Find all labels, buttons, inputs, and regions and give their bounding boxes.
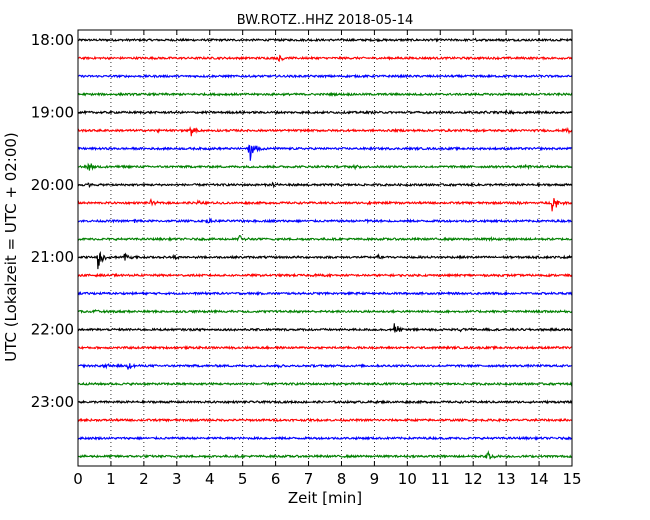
x-tick-label: 14	[530, 470, 549, 488]
y-tick-label: 22:00	[31, 321, 74, 339]
x-tick-label: 11	[431, 470, 450, 488]
x-tick-label: 7	[304, 470, 314, 488]
plot-frame	[77, 29, 573, 467]
trace-line	[77, 235, 573, 242]
trace-line	[77, 91, 573, 97]
trace-line	[77, 108, 573, 116]
chart-title: BW.ROTZ..HHZ 2018-05-14	[237, 13, 413, 28]
x-tick-label: 4	[205, 470, 215, 488]
grid-lines	[110, 30, 540, 466]
y-tick-label: 18:00	[31, 31, 74, 49]
x-tick-label: 6	[271, 470, 281, 488]
x-tick-label: 15	[562, 470, 581, 488]
x-tick-label: 9	[370, 470, 380, 488]
y-axis-ticks: 18:00 19:00 20:00 21:00 22:00 23:00	[31, 31, 572, 411]
trace-line	[77, 381, 573, 387]
x-axis-label: Zeit [min]	[288, 489, 362, 507]
x-tick-label: 2	[139, 470, 149, 488]
x-tick-label: 13	[497, 470, 516, 488]
y-tick-label: 19:00	[31, 103, 74, 121]
trace-line	[77, 323, 573, 333]
x-tick-label: 0	[73, 470, 83, 488]
trace-line	[77, 162, 573, 171]
trace-line	[77, 125, 573, 137]
trace-line	[77, 54, 573, 63]
x-tick-label: 1	[106, 470, 116, 488]
trace-line	[77, 181, 573, 189]
trace-line	[77, 290, 573, 297]
y-tick-label: 23:00	[31, 393, 74, 411]
trace-line	[77, 308, 573, 315]
y-axis-label: UTC (Lokalzeit = UTC + 02:00)	[2, 132, 20, 362]
x-axis-ticks: 0 1 2 3 4 5 6 7 8 9 10 11 12 13 14 15	[73, 30, 582, 488]
trace-line	[77, 272, 573, 279]
trace-line	[77, 144, 573, 161]
trace-line	[77, 435, 573, 441]
x-tick-label: 10	[398, 470, 417, 488]
trace-line	[77, 417, 573, 423]
x-tick-label: 8	[337, 470, 347, 488]
y-tick-label: 20:00	[31, 176, 74, 194]
trace-line	[77, 197, 573, 212]
x-tick-label: 5	[238, 470, 248, 488]
trace-group	[77, 37, 573, 460]
trace-line	[77, 362, 573, 370]
trace-line	[77, 73, 573, 79]
trace-line	[77, 345, 573, 351]
trace-line	[77, 449, 573, 460]
plot-border	[77, 29, 573, 467]
x-tick-label: 12	[464, 470, 483, 488]
trace-line	[77, 37, 573, 43]
x-tick-label: 3	[172, 470, 182, 488]
trace-line	[77, 250, 573, 270]
y-tick-label: 21:00	[31, 248, 74, 266]
trace-line	[77, 399, 573, 405]
trace-line	[77, 216, 573, 225]
